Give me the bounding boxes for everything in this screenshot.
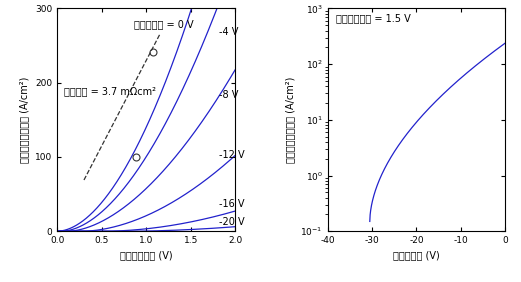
Text: -4 V: -4 V	[219, 27, 239, 37]
Text: ドレイン電圧 = 1.5 V: ドレイン電圧 = 1.5 V	[337, 13, 411, 23]
Text: -16 V: -16 V	[219, 199, 244, 209]
X-axis label: ゲート電圧 (V): ゲート電圧 (V)	[393, 251, 440, 261]
X-axis label: ドレイン電圧 (V): ドレイン電圧 (V)	[120, 251, 172, 261]
Text: -20 V: -20 V	[219, 217, 245, 227]
Y-axis label: ドレイン電流密度 (A/cm²): ドレイン電流密度 (A/cm²)	[20, 77, 30, 163]
Text: オン抵抗 = 3.7 mΩcm²: オン抵抗 = 3.7 mΩcm²	[64, 86, 156, 96]
Y-axis label: ドレイン電流密度 (A/cm²): ドレイン電流密度 (A/cm²)	[285, 77, 295, 163]
Text: ゲート電圧 = 0 V: ゲート電圧 = 0 V	[134, 19, 194, 29]
Text: -12 V: -12 V	[219, 151, 245, 160]
Text: -8 V: -8 V	[219, 90, 239, 100]
